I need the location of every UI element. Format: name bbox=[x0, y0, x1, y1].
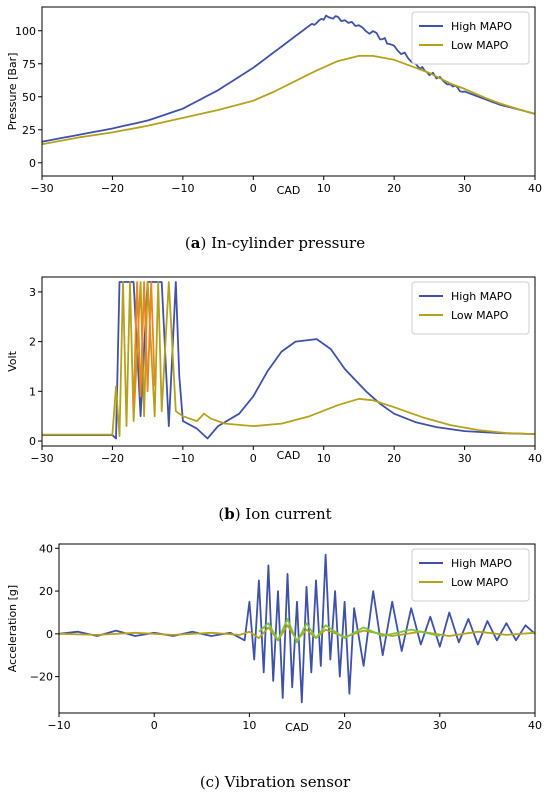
figure-caption: (a) In-cylinder pressure bbox=[185, 234, 365, 252]
x-tick-label: 30 bbox=[458, 452, 472, 465]
x-axis-label: CAD bbox=[285, 721, 309, 734]
y-tick-label: −20 bbox=[30, 671, 53, 684]
x-tick-label: −30 bbox=[30, 452, 53, 465]
y-tick-label: 0 bbox=[29, 157, 36, 170]
x-tick-label: 40 bbox=[528, 719, 542, 732]
x-tick-label: 10 bbox=[317, 452, 331, 465]
legend-label: Low MAPO bbox=[451, 576, 509, 589]
chart-panel-1: −30 −20 −10 0 10 20 30 40 0 1 2 3 CAD Volt High MAPO Lo… bbox=[6, 276, 542, 523]
x-tick-label: 30 bbox=[433, 719, 447, 732]
y-tick-label: 1 bbox=[29, 385, 36, 398]
y-tick-label: 0 bbox=[46, 628, 53, 641]
chart-panel-2: −10 0 10 20 30 40 −20 0 20 40 CAD Acceleration [g] H… bbox=[6, 542, 542, 791]
plot-frame bbox=[58, 543, 536, 714]
legend-label: Low MAPO bbox=[451, 309, 509, 322]
y-tick-label: 20 bbox=[39, 585, 53, 598]
x-axis-label: CAD bbox=[277, 449, 301, 462]
x-tick-label: 10 bbox=[242, 719, 256, 732]
y-tick-label: 3 bbox=[29, 286, 36, 299]
y-tick-label: 40 bbox=[39, 542, 53, 555]
legend-label: High MAPO bbox=[451, 290, 512, 303]
x-axis-label: CAD bbox=[277, 184, 301, 197]
y-tick-label: 50 bbox=[22, 91, 36, 104]
x-tick-label: 30 bbox=[458, 182, 472, 195]
y-axis-label: Volt bbox=[6, 350, 19, 371]
x-tick-label: −30 bbox=[30, 182, 53, 195]
series-line-high-mapo bbox=[42, 281, 535, 440]
x-tick-label: 40 bbox=[528, 182, 542, 195]
series-line-overlay-2 bbox=[258, 618, 440, 644]
x-tick-label: 20 bbox=[387, 452, 401, 465]
y-tick-label: 75 bbox=[22, 58, 36, 71]
series-line-high-mapo bbox=[42, 14, 535, 143]
x-tick-label: −10 bbox=[171, 452, 194, 465]
x-tick-label: −20 bbox=[101, 452, 124, 465]
series-line-overlay-2 bbox=[132, 281, 156, 407]
y-axis-label: Acceleration [g] bbox=[6, 585, 19, 672]
x-tick-label: 10 bbox=[317, 182, 331, 195]
series-line-low-mapo bbox=[42, 281, 535, 437]
figure-caption: (c) Vibration sensor bbox=[200, 773, 351, 791]
x-tick-label: −10 bbox=[47, 719, 70, 732]
x-tick-label: −20 bbox=[101, 182, 124, 195]
x-tick-label: 0 bbox=[151, 719, 158, 732]
x-tick-label: 20 bbox=[387, 182, 401, 195]
chart-panel-0: −30 −20 −10 0 10 20 30 40 0 25 50 75 100 CAD Pressure … bbox=[6, 6, 542, 252]
plot-frame bbox=[41, 276, 536, 447]
legend-label: High MAPO bbox=[451, 557, 512, 570]
x-tick-label: −10 bbox=[171, 182, 194, 195]
plot-frame bbox=[41, 6, 536, 177]
y-tick-label: 0 bbox=[29, 435, 36, 448]
x-tick-label: 20 bbox=[338, 719, 352, 732]
legend-label: Low MAPO bbox=[451, 39, 509, 52]
x-tick-label: 40 bbox=[528, 452, 542, 465]
y-tick-label: 25 bbox=[22, 124, 36, 137]
figure-caption: (b) Ion current bbox=[218, 505, 331, 523]
legend-label: High MAPO bbox=[451, 20, 512, 33]
x-tick-label: 0 bbox=[250, 182, 257, 195]
series-line-low-mapo bbox=[42, 55, 535, 146]
y-axis-label: Pressure [Bar] bbox=[6, 53, 19, 131]
y-tick-label: 100 bbox=[15, 25, 36, 38]
y-tick-label: 2 bbox=[29, 336, 36, 349]
x-tick-label: 0 bbox=[250, 452, 257, 465]
